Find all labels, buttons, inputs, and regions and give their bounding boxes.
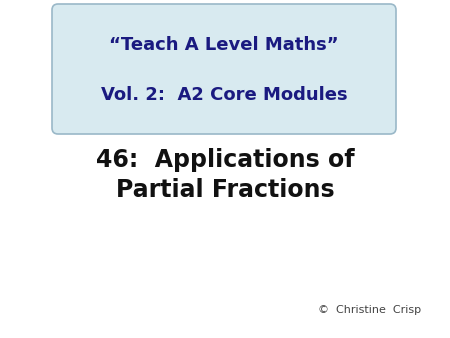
Text: 46:  Applications of: 46: Applications of	[96, 148, 354, 172]
Text: Vol. 2:  A2 Core Modules: Vol. 2: A2 Core Modules	[101, 86, 347, 104]
Text: Partial Fractions: Partial Fractions	[116, 178, 334, 202]
Text: “Teach A Level Maths”: “Teach A Level Maths”	[109, 37, 339, 54]
FancyBboxPatch shape	[52, 4, 396, 134]
Text: ©  Christine  Crisp: © Christine Crisp	[319, 305, 422, 315]
